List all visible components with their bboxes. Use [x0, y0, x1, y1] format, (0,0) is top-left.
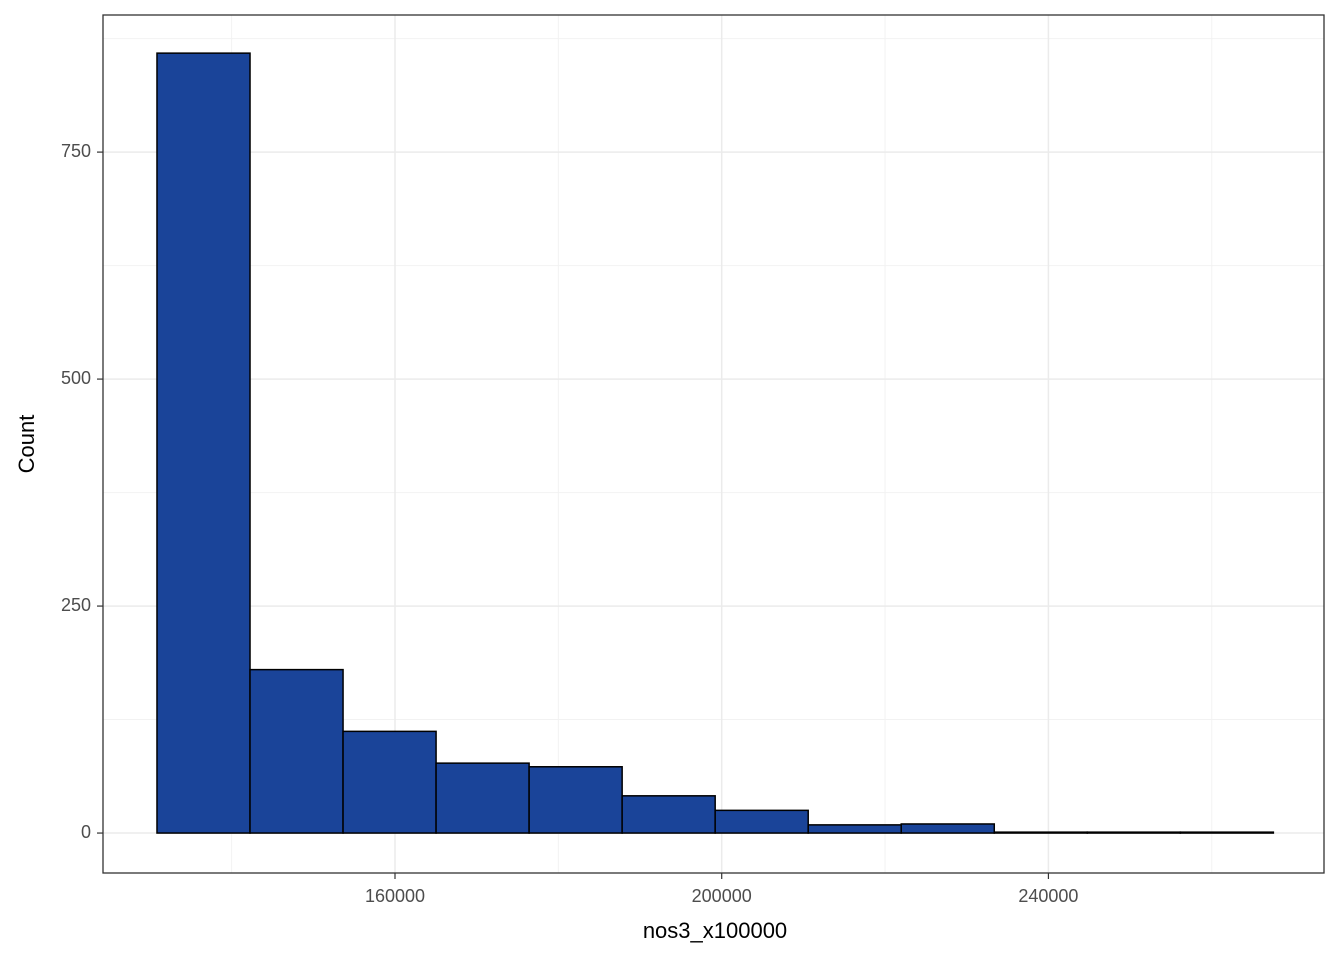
y-tick-label: 250 [61, 595, 91, 615]
bar [528, 766, 623, 834]
bar [714, 809, 809, 834]
x-axis-title: nos3_x100000 [643, 918, 787, 943]
bar [156, 52, 251, 834]
bar [435, 762, 530, 834]
bar [249, 668, 344, 834]
bar [621, 795, 716, 834]
bar [993, 831, 1089, 834]
y-tick-label: 500 [61, 368, 91, 388]
y-axis-title: Count [14, 415, 39, 474]
y-tick-label: 0 [81, 822, 91, 842]
bars [156, 52, 1275, 834]
y-tick-label: 750 [61, 141, 91, 161]
x-tick-label: 200000 [692, 886, 752, 906]
x-tick-label: 240000 [1018, 886, 1078, 906]
axes: 160000 200000 240000 0 250 500 750 [61, 14, 1325, 906]
bar [342, 730, 437, 834]
bar [900, 823, 996, 834]
bar [1179, 831, 1275, 834]
panel-border [102, 14, 1325, 874]
bar [807, 824, 902, 834]
x-tick-label: 160000 [365, 886, 425, 906]
bar [1086, 831, 1182, 834]
